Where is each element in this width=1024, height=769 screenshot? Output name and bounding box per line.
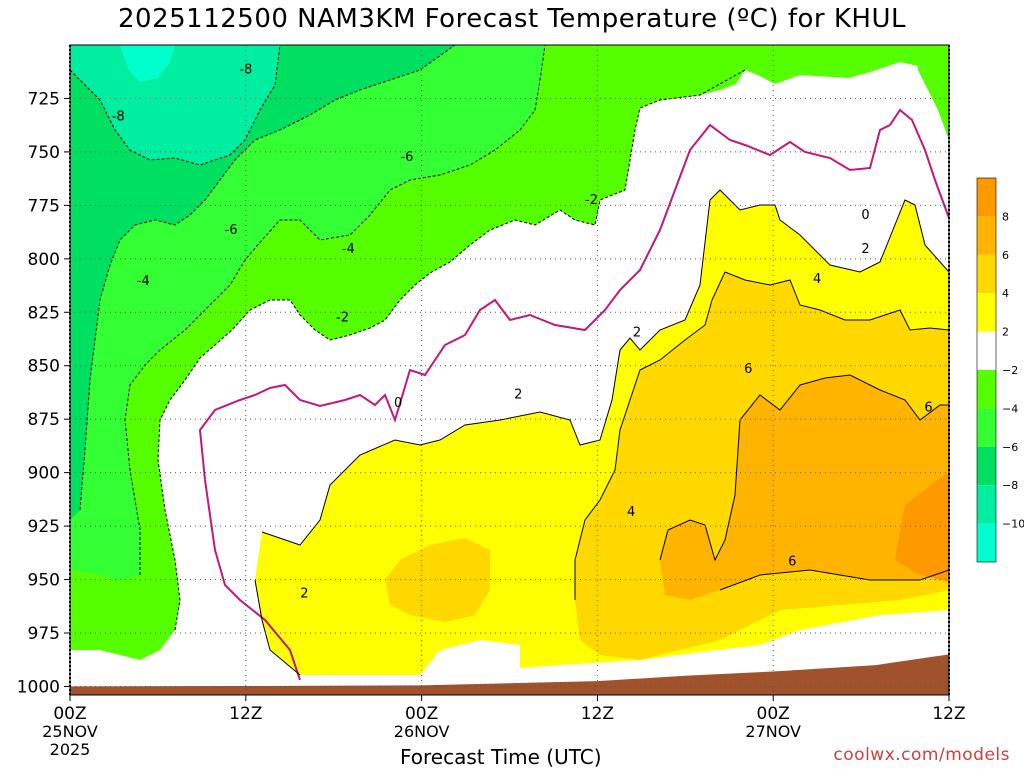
colorbar-band (977, 178, 996, 217)
contour-label: -8 (112, 110, 125, 125)
colorbar-label: 2 (1002, 326, 1009, 339)
contour-labels: -8 -8 -6 -6 -4 -4 -2 -2 0 0 2 2 2 2 4 4 6 6 6 (112, 63, 933, 602)
x-tick-label: 12Z (581, 704, 614, 724)
x-date-label: 27NOV (745, 722, 801, 741)
contour-label: 2 (300, 586, 308, 601)
contour-label: 2 (514, 388, 522, 403)
region-minus-10 (120, 45, 175, 82)
colorbar-band (977, 254, 996, 294)
colorbar-band (977, 408, 996, 447)
y-tick-label: 975 (28, 624, 60, 644)
y-tick-label: 875 (28, 410, 60, 430)
x-tick-label: 00Z (405, 704, 438, 724)
y-tick-label: 850 (28, 357, 60, 377)
colorbar-label: 8 (1002, 210, 1009, 223)
contour-label: 0 (394, 396, 402, 411)
colorbar-band (977, 446, 996, 486)
colorbar-label: −6 (1002, 441, 1018, 454)
colorbar-label: −10 (1002, 518, 1024, 531)
colorbar-label: 4 (1002, 287, 1009, 300)
contour-line-minus-8 (70, 45, 281, 166)
y-tick-label: 775 (28, 196, 60, 216)
contour-label: -2 (336, 311, 349, 326)
contour-label: 4 (627, 505, 635, 520)
contour-line-6 (659, 374, 949, 562)
colorbar-band (977, 331, 996, 370)
region-minus-6 (70, 45, 455, 520)
y-tick-label: 1000 (17, 677, 60, 697)
y-tick-label: 925 (28, 517, 60, 537)
contour-label: -8 (239, 63, 252, 78)
colorbar: 8 6 4 2 −2 −4 −6 −8 −10 (976, 177, 1024, 563)
y-tick-label: 825 (28, 303, 60, 323)
colorbar-label: −4 (1002, 402, 1018, 415)
colorbar-frame (976, 177, 997, 563)
grid (70, 45, 949, 695)
contour-label: 4 (813, 272, 821, 287)
contour-label: 2 (633, 326, 641, 341)
x-tick-label: 12Z (932, 704, 965, 724)
region-minus-8 (70, 45, 280, 165)
contour-label: 6 (924, 400, 932, 415)
colorbar-label: 6 (1002, 249, 1009, 262)
colorbar-band (977, 485, 996, 524)
contour-line-minus-6 (79, 45, 456, 511)
contour-label: -4 (342, 242, 355, 257)
colorbar-label: −8 (1002, 479, 1018, 492)
ground-surface (70, 654, 949, 695)
contour-line-minus-4 (124, 45, 546, 575)
y-axis: 725 750 775 800 825 850 875 900 925 950 975 1000 (17, 89, 70, 697)
contour-label: -2 (585, 193, 598, 208)
contour-line-2-low (254, 579, 301, 676)
y-tick-label: 750 (28, 143, 60, 163)
contour-label: 0 (861, 208, 869, 223)
plot-area: -8 -8 -6 -6 -4 -4 -2 -2 0 0 2 2 2 2 4 4 6 6 6 (70, 45, 949, 695)
contour-label: 6 (744, 362, 752, 377)
colorbar-band (977, 370, 996, 409)
colorbar-band (977, 216, 996, 255)
contour-line-2 (261, 189, 949, 546)
chart-title: 2025112500 NAM3KM Forecast Temperature (… (118, 4, 906, 34)
region-plus-4-blob (385, 538, 490, 622)
region-plus-6 (660, 375, 949, 600)
x-date-label: 25NOV (42, 722, 98, 741)
y-tick-label: 900 (28, 464, 60, 484)
contour-label: 2 (861, 242, 869, 257)
colorbar-band (977, 523, 996, 562)
contour-line-minus-2 (157, 69, 746, 631)
contour-label: -4 (137, 274, 150, 289)
contour-label: 6 (788, 554, 796, 569)
x-year-label: 2025 (50, 740, 91, 759)
y-tick-label: 800 (28, 250, 60, 270)
contour-line-4 (574, 271, 949, 600)
region-plus-8 (895, 472, 949, 582)
contour-label: -6 (225, 223, 238, 238)
credit-text: coolwx.com/models (833, 745, 1010, 765)
x-axis-title: Forecast Time (UTC) (400, 745, 602, 769)
contour-line-6-low (719, 569, 949, 591)
x-tick-label: 00Z (53, 704, 86, 724)
colorbar-band (977, 293, 996, 332)
x-tick-label: 00Z (757, 704, 790, 724)
region-minus-2-right (918, 45, 949, 140)
contour-label: -6 (400, 150, 413, 165)
freezing-line (198, 108, 949, 681)
x-date-label: 26NOV (394, 722, 450, 741)
x-tick-label: 12Z (229, 704, 262, 724)
y-tick-label: 725 (28, 89, 60, 109)
y-tick-label: 950 (28, 571, 60, 591)
colorbar-label: −2 (1002, 364, 1018, 377)
